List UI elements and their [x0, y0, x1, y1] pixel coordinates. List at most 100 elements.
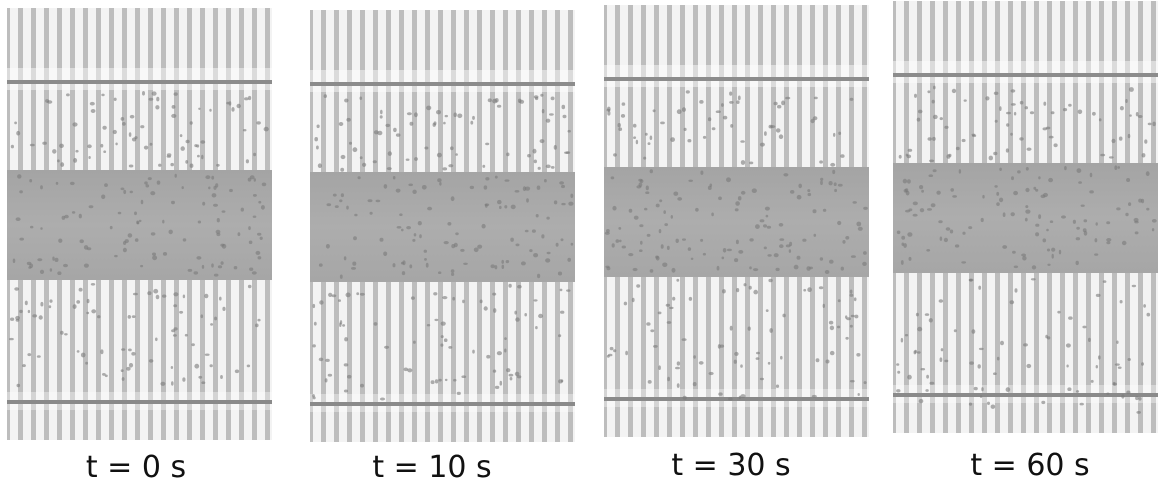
cell	[129, 190, 133, 194]
cell	[213, 203, 218, 207]
cell	[79, 239, 84, 244]
cell	[78, 287, 83, 292]
cell	[1146, 312, 1151, 317]
cell	[755, 224, 760, 230]
cell	[943, 237, 948, 243]
cell	[766, 225, 772, 229]
cell	[327, 373, 333, 377]
cell	[140, 199, 144, 205]
cell	[1035, 188, 1039, 192]
cell	[765, 309, 769, 312]
cell	[140, 264, 144, 268]
cell	[399, 213, 403, 216]
cell	[659, 199, 663, 203]
cell	[121, 348, 126, 351]
cell	[24, 300, 28, 306]
cell	[837, 220, 842, 226]
cell	[740, 190, 746, 195]
cell	[1038, 214, 1042, 220]
cell	[775, 384, 780, 388]
cell	[166, 153, 172, 157]
cell	[907, 179, 911, 184]
cell	[436, 110, 441, 115]
cell	[182, 377, 186, 382]
cell	[1075, 390, 1080, 393]
cell	[450, 269, 455, 273]
cell	[615, 239, 620, 243]
cell	[158, 163, 162, 167]
cell	[613, 349, 617, 353]
cell	[671, 267, 676, 273]
cell	[1133, 217, 1139, 223]
cell	[981, 387, 984, 392]
cell	[1067, 387, 1072, 392]
cell	[987, 401, 990, 405]
cell	[1125, 99, 1128, 103]
cell	[124, 239, 129, 244]
cell	[221, 210, 226, 213]
cell	[1141, 198, 1145, 204]
cell	[862, 261, 867, 266]
cell	[546, 251, 551, 255]
cell	[919, 208, 925, 213]
cell	[908, 208, 913, 212]
cell	[1144, 139, 1148, 144]
cell	[820, 180, 823, 186]
cell	[721, 103, 724, 107]
cell	[57, 159, 60, 163]
cell	[127, 233, 133, 238]
cell	[973, 386, 978, 391]
cell	[392, 263, 396, 268]
cell	[91, 309, 97, 314]
cell	[326, 203, 332, 207]
cell	[52, 256, 55, 261]
cell	[537, 166, 541, 170]
cell	[171, 381, 174, 386]
cell	[946, 154, 951, 159]
cell	[413, 340, 416, 344]
cell	[263, 126, 269, 132]
cell	[162, 219, 165, 224]
cell	[734, 258, 739, 263]
cell	[1151, 228, 1155, 232]
cell	[990, 404, 996, 409]
cell	[198, 107, 201, 111]
cell	[1098, 355, 1101, 360]
cell	[150, 191, 156, 196]
cell	[738, 250, 744, 254]
cell	[979, 395, 983, 398]
cell	[857, 393, 860, 396]
cell	[472, 349, 475, 354]
cell	[392, 176, 396, 180]
cell	[1023, 343, 1028, 347]
cell	[171, 105, 176, 109]
cell	[788, 249, 792, 253]
cell	[1053, 143, 1058, 148]
cell	[961, 261, 967, 264]
cell	[670, 215, 673, 219]
cell	[785, 244, 791, 248]
cell	[1114, 165, 1118, 170]
cell	[189, 163, 194, 168]
cell	[87, 144, 92, 149]
cell	[926, 249, 931, 252]
cell	[383, 184, 388, 189]
cell	[359, 292, 365, 296]
cell	[213, 273, 219, 277]
cell	[253, 178, 256, 182]
cell	[849, 380, 855, 383]
cell	[217, 265, 223, 269]
cell	[193, 271, 199, 275]
cell	[1094, 238, 1098, 243]
cell	[359, 96, 363, 100]
cell	[842, 240, 846, 244]
cell	[216, 232, 221, 237]
cell	[550, 166, 555, 169]
cell	[97, 315, 101, 319]
cell	[829, 325, 835, 331]
cell	[519, 99, 525, 104]
cell	[531, 229, 536, 233]
cell	[635, 139, 639, 145]
